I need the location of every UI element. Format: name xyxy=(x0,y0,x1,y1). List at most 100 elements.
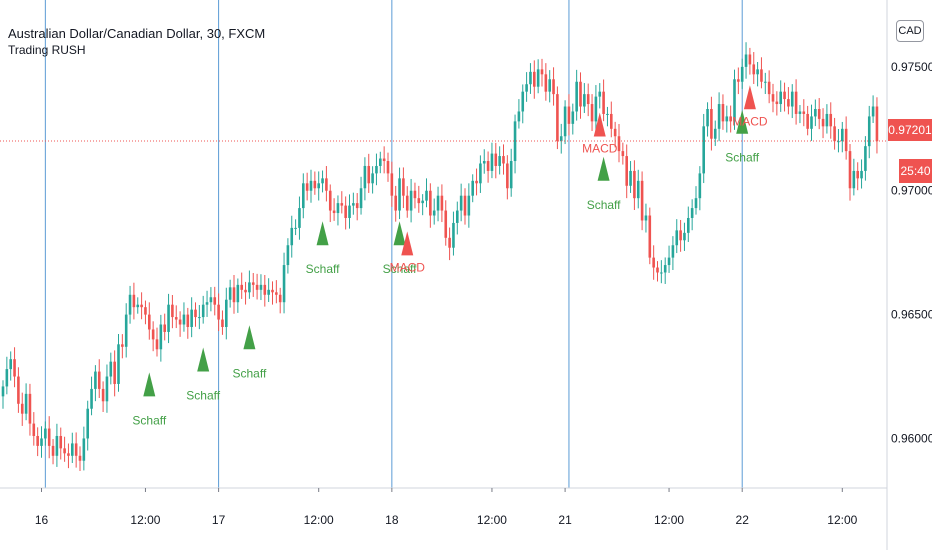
candle-body xyxy=(644,215,648,221)
macd-signal-label: MACD xyxy=(732,114,768,128)
y-tick-label: 0.97000 xyxy=(891,184,932,198)
candle xyxy=(309,169,313,203)
candle-body xyxy=(59,435,63,449)
candle-body xyxy=(171,304,174,318)
candle xyxy=(117,333,120,392)
candle xyxy=(583,83,586,114)
candle-body xyxy=(575,81,578,112)
candle xyxy=(213,286,217,316)
candle xyxy=(694,186,698,215)
candle xyxy=(598,83,602,109)
candle xyxy=(432,198,436,225)
candle-body xyxy=(744,54,748,67)
buy-signal-arrow xyxy=(197,347,210,372)
candle xyxy=(282,252,286,314)
indicator-name: Trading RUSH xyxy=(8,43,86,57)
candle xyxy=(652,245,655,280)
candle-body xyxy=(248,282,251,293)
candle-body xyxy=(533,71,536,87)
candle-body xyxy=(429,190,432,216)
candle xyxy=(163,313,166,341)
candle xyxy=(74,432,78,468)
candle-body xyxy=(86,408,89,439)
candle-body xyxy=(548,79,551,92)
candle xyxy=(802,99,806,127)
candle xyxy=(47,416,51,459)
candle-body xyxy=(263,284,267,295)
candle-body xyxy=(571,111,575,124)
candle-body xyxy=(748,54,752,65)
candle-body xyxy=(228,287,232,300)
candle xyxy=(294,219,297,236)
candle-body xyxy=(209,297,213,303)
candle xyxy=(159,314,163,362)
candle-body xyxy=(648,215,652,258)
candle xyxy=(594,85,598,132)
candle-body xyxy=(402,178,405,196)
candle xyxy=(825,104,829,134)
candle xyxy=(259,274,263,301)
candle-body xyxy=(113,361,116,384)
candle xyxy=(55,423,59,467)
candle xyxy=(352,192,355,215)
candle xyxy=(328,184,332,223)
candle-body xyxy=(436,195,440,211)
candle xyxy=(571,103,575,135)
candle-body xyxy=(463,195,467,216)
candle-body xyxy=(182,314,186,325)
candle-body xyxy=(194,309,197,318)
candle xyxy=(13,347,16,388)
candle-body xyxy=(509,161,513,189)
candle xyxy=(679,219,682,252)
buy-signal-arrow xyxy=(243,325,256,350)
candle xyxy=(24,383,28,421)
candle-body xyxy=(740,66,744,82)
chart-title: Australian Dollar/Canadian Dollar, 30, F… xyxy=(8,26,266,41)
candle-body xyxy=(336,203,340,214)
candle-body xyxy=(425,190,428,201)
currency-button[interactable]: CAD xyxy=(896,20,924,42)
candle xyxy=(783,82,786,112)
candle xyxy=(671,236,675,271)
candle xyxy=(494,142,498,179)
candle xyxy=(636,169,640,209)
countdown-tag: 25:40 xyxy=(899,159,932,183)
candle-body xyxy=(405,195,409,211)
candle xyxy=(787,87,790,115)
candle-body xyxy=(760,69,763,82)
schaff-signal-label: Schaff xyxy=(232,366,266,380)
candle-body xyxy=(144,307,147,315)
candle-body xyxy=(344,205,347,218)
candle-body xyxy=(67,453,70,456)
candle-body xyxy=(367,165,371,184)
candle xyxy=(640,171,644,231)
candle xyxy=(456,201,459,235)
candle xyxy=(536,59,540,94)
candle xyxy=(440,184,444,223)
candle xyxy=(17,367,20,413)
candle xyxy=(602,79,605,122)
candle xyxy=(448,227,451,261)
candle xyxy=(752,52,756,85)
candle-body xyxy=(140,304,143,308)
candle xyxy=(394,185,397,222)
candle xyxy=(44,421,47,446)
candle xyxy=(217,293,220,332)
candle xyxy=(513,114,517,174)
candle xyxy=(167,293,170,344)
candle-body xyxy=(132,294,136,308)
candle xyxy=(336,195,340,226)
candle-body xyxy=(305,183,309,191)
candle xyxy=(629,161,632,193)
candle xyxy=(575,69,578,121)
candle-body xyxy=(328,190,332,211)
candle-body xyxy=(783,91,786,100)
macd-signal-label: MACD xyxy=(390,260,426,274)
candle xyxy=(94,365,97,402)
candle-body xyxy=(482,161,486,164)
candle-body xyxy=(798,111,802,114)
candle xyxy=(590,94,594,132)
candle xyxy=(155,327,159,357)
candle xyxy=(817,98,821,130)
